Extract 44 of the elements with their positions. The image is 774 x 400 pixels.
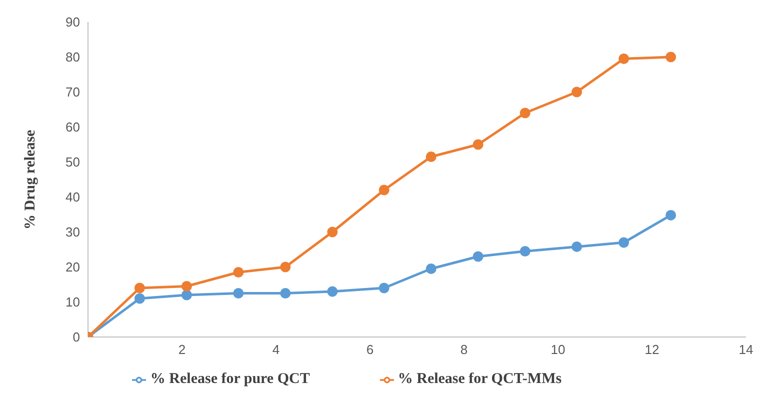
- x-tick-label: 8: [460, 342, 468, 358]
- point: [666, 210, 676, 220]
- x-tick-label: 14: [738, 342, 754, 358]
- point: [327, 226, 338, 238]
- point: [378, 282, 390, 294]
- point: [181, 290, 192, 300]
- y-axis-title: % Drug release: [22, 129, 38, 230]
- x-tick-label: 2: [178, 342, 186, 358]
- point: [233, 288, 244, 298]
- y-tick-label: 80: [66, 50, 80, 65]
- point: [233, 267, 244, 278]
- point: [472, 139, 484, 150]
- point: [520, 108, 530, 118]
- point: [426, 264, 436, 274]
- point: [426, 152, 436, 162]
- x-tick-label: 10: [550, 342, 566, 358]
- y-tick-label: 0: [72, 330, 80, 345]
- point: [134, 293, 145, 304]
- y-tick-label: 70: [66, 84, 80, 100]
- point: [666, 52, 676, 62]
- point: [572, 86, 582, 98]
- point: [280, 262, 291, 272]
- point: [378, 184, 390, 196]
- legend-label: % Release for pure QCT: [150, 371, 310, 387]
- point: [618, 237, 630, 248]
- point: [520, 246, 530, 256]
- y-tick-label: 60: [66, 120, 80, 135]
- x-tick-label: 6: [366, 342, 374, 358]
- y-tick-label: 10: [66, 294, 80, 310]
- x-tick-label: 12: [644, 342, 660, 358]
- y-tick-label: 30: [66, 224, 80, 240]
- y-tick-label: 50: [66, 154, 80, 170]
- point: [618, 54, 630, 64]
- legend-label: % Release for QCT-MMs: [398, 371, 562, 387]
- x-tick-label: 4: [272, 342, 280, 358]
- point: [280, 288, 291, 298]
- point: [327, 286, 338, 297]
- point: [572, 241, 582, 252]
- point: [134, 282, 145, 294]
- y-tick-label: 20: [66, 260, 80, 275]
- y-tick-label: 90: [66, 14, 80, 30]
- y-tick-label: 40: [66, 190, 80, 205]
- point: [472, 251, 484, 262]
- point: [181, 281, 192, 292]
